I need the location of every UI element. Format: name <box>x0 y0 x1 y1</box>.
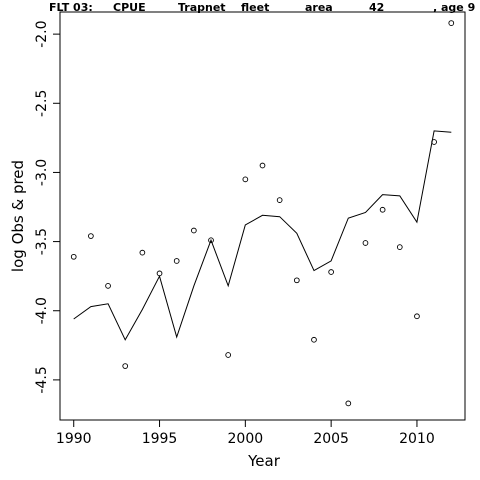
observed-point <box>191 227 197 234</box>
title-part-flt: FLT 03: <box>49 1 93 14</box>
observed-point <box>396 244 403 250</box>
x-tick-label: 1995 <box>142 431 178 447</box>
x-axis-label: Year <box>247 452 281 470</box>
y-tick-label: -3.0 <box>34 159 50 186</box>
series-layer <box>70 20 455 407</box>
observed-point <box>139 249 146 256</box>
title-part-age: , age 9 <box>433 1 475 14</box>
y-tick-label: -2.5 <box>34 90 50 117</box>
observed-point <box>276 197 283 203</box>
observed-point <box>379 206 386 213</box>
x-tick-label: 2000 <box>228 431 264 447</box>
observed-point <box>105 282 111 289</box>
predicted-line <box>73 130 452 341</box>
observed-point <box>345 400 352 407</box>
y-axis: -2.0 -2.5 -3.0 -3.5 -4.0 -4.5 <box>34 20 60 394</box>
plot-frame <box>59 11 466 421</box>
observed-point <box>328 269 334 275</box>
observed-point <box>448 20 455 26</box>
observed-point <box>414 313 420 320</box>
title-part-fleet: fleet <box>241 1 269 14</box>
observed-point <box>362 240 369 246</box>
chart-title: FLT 03: CPUE Trapnet fleet area 42 , age… <box>49 1 475 14</box>
observed-point <box>122 363 129 369</box>
y-tick-label: -2.0 <box>34 20 50 47</box>
title-part-area-number: 42 <box>369 1 384 14</box>
y-tick-label: -4.0 <box>34 297 50 324</box>
y-tick-label: -4.5 <box>34 366 50 393</box>
observed-point <box>311 336 317 343</box>
title-part-area: area <box>305 1 333 14</box>
x-tick-label: 1990 <box>56 431 92 447</box>
observed-point <box>70 253 77 260</box>
observed-point <box>259 162 266 169</box>
y-tick-label: -3.5 <box>34 228 50 255</box>
observed-point <box>242 176 249 183</box>
observed-point <box>225 352 232 358</box>
title-part-trapnet: Trapnet <box>178 1 226 14</box>
observed-point <box>293 277 300 284</box>
y-axis-label: log Obs & pred <box>9 160 27 272</box>
observed-point <box>173 258 180 264</box>
title-part-cpue: CPUE <box>113 1 146 14</box>
x-tick-label: 2010 <box>399 431 435 447</box>
observed-point <box>208 237 214 244</box>
x-tick-label: 2005 <box>313 431 349 447</box>
x-axis: 1990 1995 2000 2005 2010 <box>56 420 435 447</box>
observed-point <box>88 233 94 239</box>
